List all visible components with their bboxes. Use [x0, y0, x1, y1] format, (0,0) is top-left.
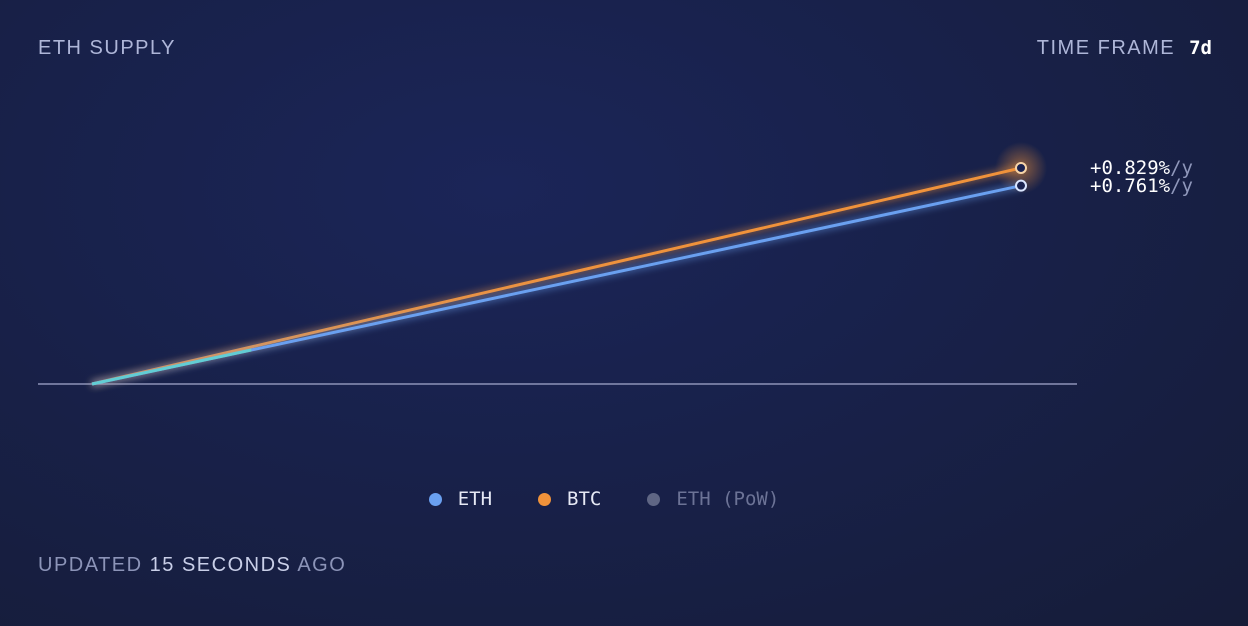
legend-label: ETH (PoW) [676, 488, 780, 510]
updated-prefix: UPDATED [38, 554, 143, 576]
legend-dot [428, 492, 442, 506]
legend-label: BTC [567, 488, 602, 510]
end-label-btc: +0.829%/y [1090, 156, 1193, 179]
legend-dot [538, 492, 552, 506]
legend: ETH BTC ETH (PoW) [0, 488, 1248, 510]
legend-label: ETH [457, 488, 493, 510]
time-frame-value[interactable]: 7d [1189, 37, 1212, 59]
legend-item-btc[interactable]: BTC [538, 488, 601, 510]
updated-suffix: AGO [297, 554, 347, 576]
time-frame-label: TIME FRAME [1036, 37, 1176, 59]
legend-item-eth-pow[interactable]: ETH (PoW) [647, 488, 779, 510]
end-label-unit: /y [1170, 174, 1193, 197]
legend-item-eth[interactable]: ETH [428, 488, 493, 510]
endpoint-marker-btc [1015, 161, 1027, 174]
chart-title: ETH SUPPLY [38, 37, 176, 59]
updated-value: 15 SECONDS [149, 554, 292, 576]
end-label-value: +0.761% [1090, 174, 1171, 197]
legend-dot [647, 492, 661, 506]
end-label-eth: +0.761%/y [1090, 174, 1193, 197]
time-frame-selector[interactable]: TIME FRAME 7d [1037, 37, 1212, 60]
endpoint-marker-eth [1015, 179, 1027, 192]
updated-status: UPDATED 15 SECONDS AGO [38, 554, 346, 577]
series-line-overlap [91, 348, 252, 386]
end-label-unit: /y [1170, 156, 1193, 179]
end-label-value: +0.829% [1090, 156, 1171, 179]
series-line-btc [91, 166, 1022, 386]
